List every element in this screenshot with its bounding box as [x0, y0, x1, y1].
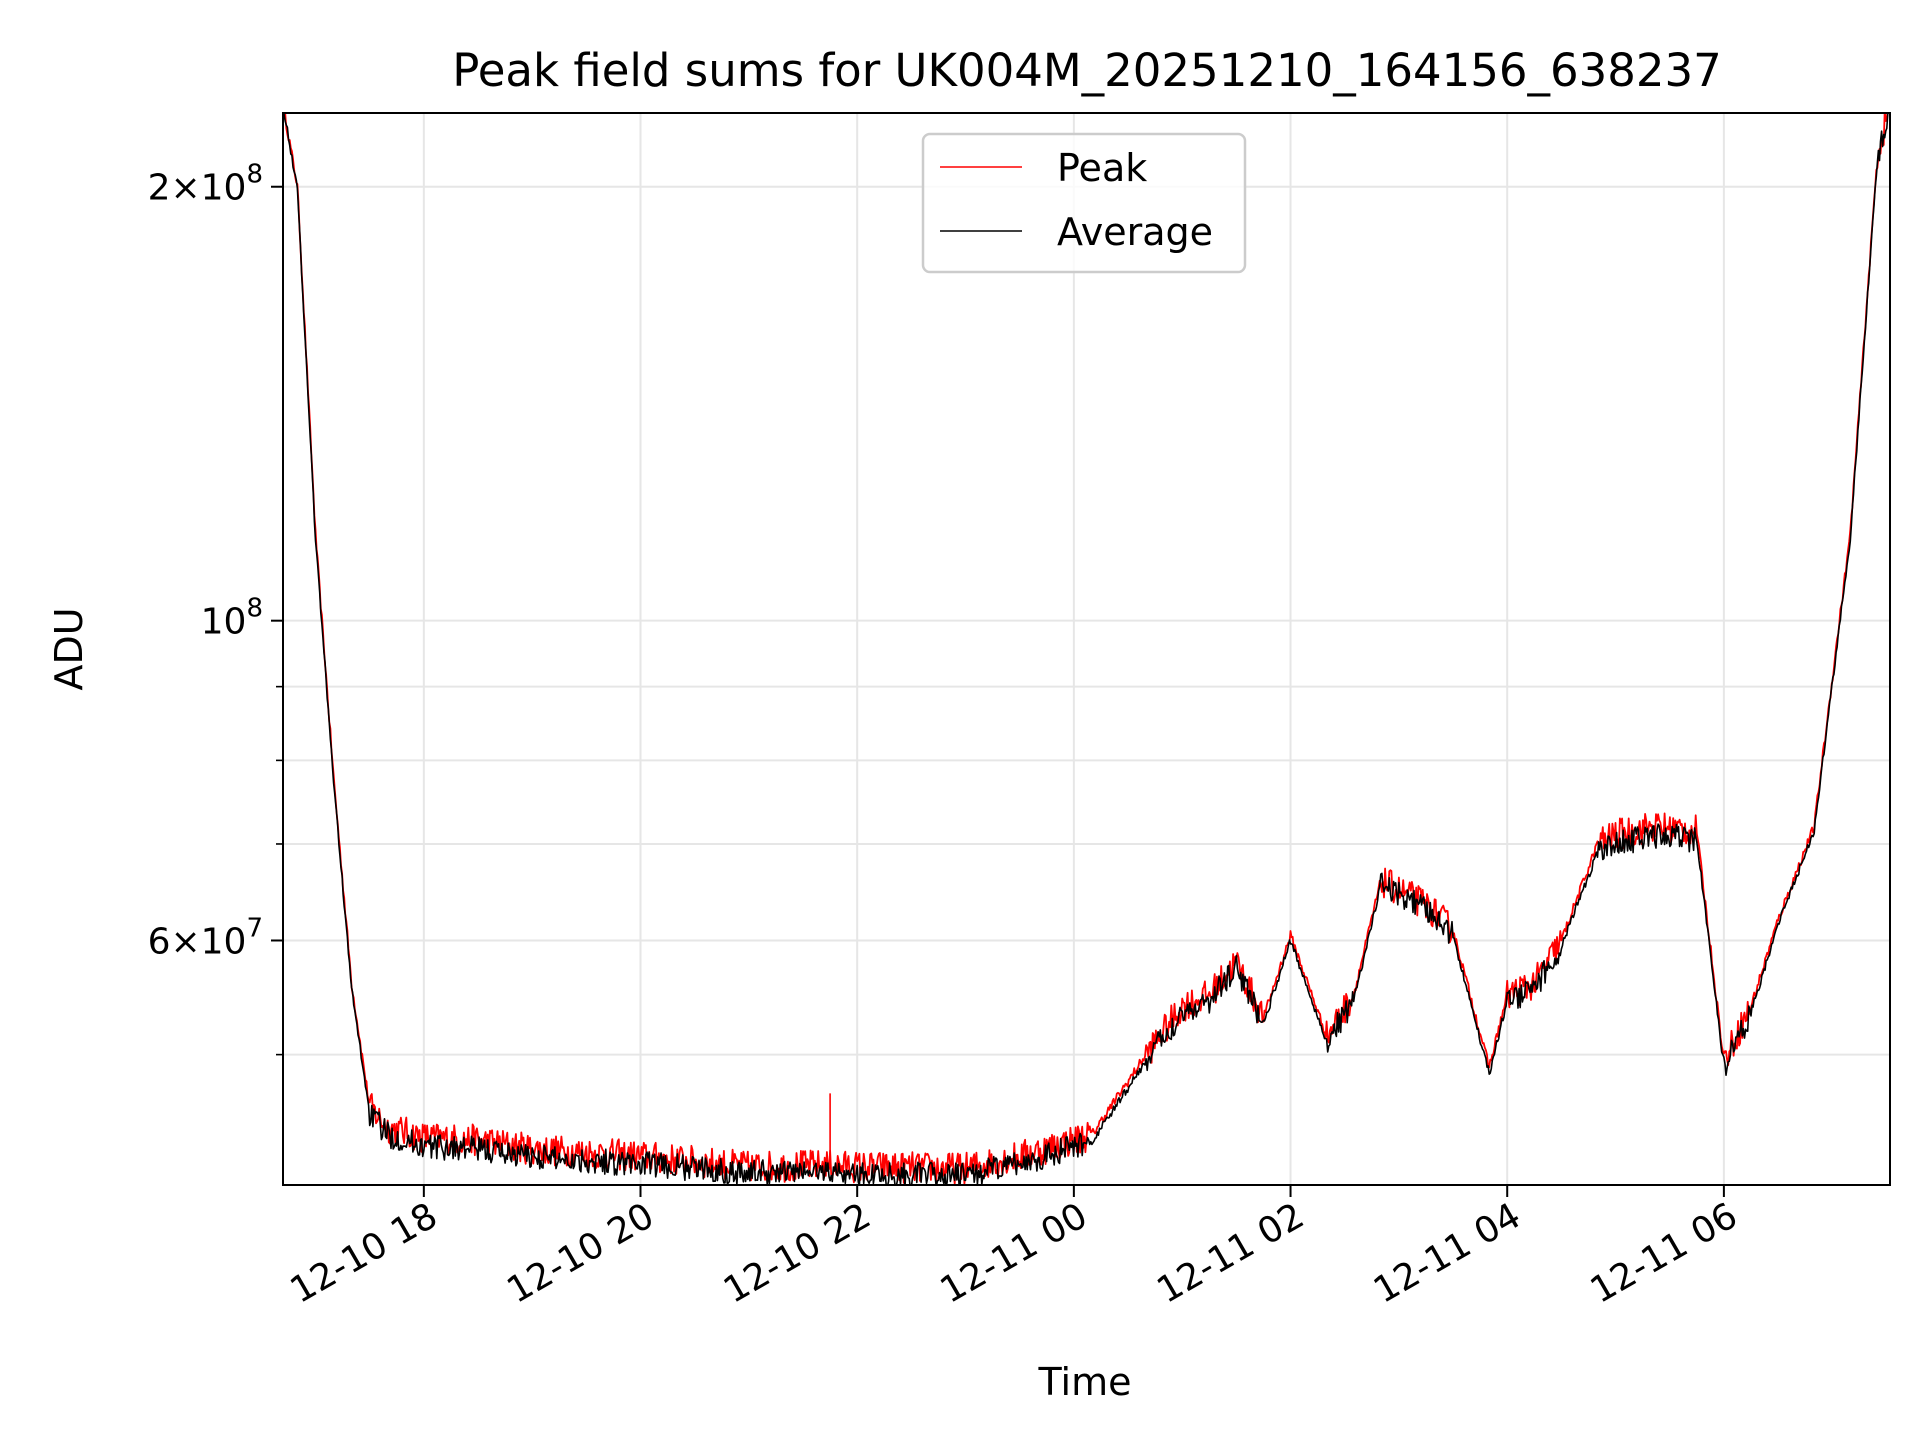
legend-box [921, 132, 1247, 274]
legend-label-average: Average [1057, 210, 1213, 254]
series-layer [283, 113, 1889, 1185]
legend-label-peak: Peak [1057, 146, 1147, 190]
y-tick-label: 2×108 [148, 160, 263, 209]
chart-title: Peak field sums for UK004M_20251210_1641… [452, 44, 1722, 97]
series-line-average [283, 113, 1889, 1185]
x-axis-label: Time [1038, 1360, 1132, 1404]
plot-frame [282, 112, 1891, 1186]
y-axis: 6×107 108 2×108 [148, 160, 283, 1056]
y-axis-label: ADU [47, 607, 91, 690]
legend: Peak Average [921, 132, 1247, 274]
y-tick-label: 108 [201, 594, 263, 643]
y-tick-label: 6×107 [148, 913, 263, 962]
